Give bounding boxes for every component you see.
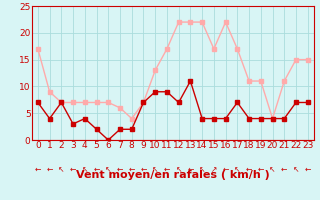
- Text: ←: ←: [140, 165, 147, 174]
- Text: ↖: ↖: [293, 165, 299, 174]
- Text: ←: ←: [258, 165, 264, 174]
- Text: ↖: ↖: [234, 165, 241, 174]
- Text: ↖: ↖: [199, 165, 205, 174]
- Text: ↗: ↗: [211, 165, 217, 174]
- Text: ↖: ↖: [269, 165, 276, 174]
- Text: ↖: ↖: [152, 165, 158, 174]
- Text: ←: ←: [164, 165, 170, 174]
- Text: ↖: ↖: [175, 165, 182, 174]
- X-axis label: Vent moyen/en rafales ( km/h ): Vent moyen/en rafales ( km/h ): [76, 170, 270, 180]
- Text: ←: ←: [129, 165, 135, 174]
- Text: ←: ←: [222, 165, 229, 174]
- Text: ←: ←: [70, 165, 76, 174]
- Text: ←: ←: [281, 165, 287, 174]
- Text: ←: ←: [93, 165, 100, 174]
- Text: ↖: ↖: [105, 165, 111, 174]
- Text: ←: ←: [246, 165, 252, 174]
- Text: ←: ←: [46, 165, 53, 174]
- Text: ↖: ↖: [82, 165, 88, 174]
- Text: ←: ←: [187, 165, 194, 174]
- Text: ←: ←: [117, 165, 123, 174]
- Text: ←: ←: [35, 165, 41, 174]
- Text: ←: ←: [305, 165, 311, 174]
- Text: ↖: ↖: [58, 165, 65, 174]
